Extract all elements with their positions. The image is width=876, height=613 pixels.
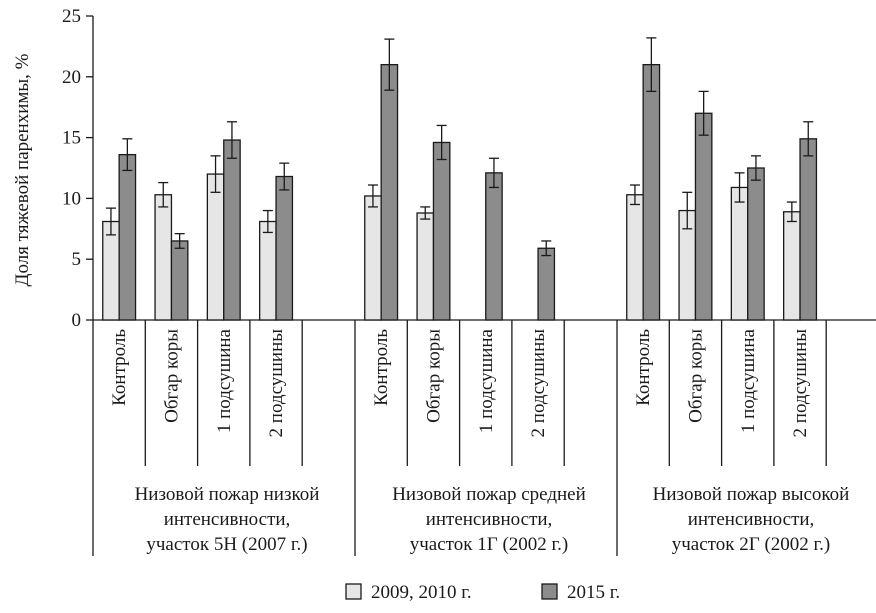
bar-2009-2010 <box>154 194 173 321</box>
group-label: интенсивности, <box>164 509 291 530</box>
bar-2009-2010 <box>206 173 225 321</box>
category-label: 2 подсушины <box>528 329 549 438</box>
legend-label: 2009, 2010 г. <box>371 582 472 603</box>
category-label: Обгар коры <box>423 329 444 423</box>
category-label: 1 подсушина <box>738 328 759 433</box>
error-bar <box>420 206 431 220</box>
legend-item: 2009, 2010 г. <box>345 582 472 603</box>
group-label: Низовой пожар средней <box>392 484 586 505</box>
y-tick-label: 20 <box>62 67 81 88</box>
error-bar <box>734 172 745 203</box>
y-tick-label: 10 <box>62 188 81 209</box>
error-bar <box>174 233 185 249</box>
error-bar <box>541 240 552 257</box>
category-label: Контроль <box>371 329 392 406</box>
bar-2015 <box>799 138 818 321</box>
legend-swatch <box>345 583 362 600</box>
error-bar <box>210 155 221 193</box>
bar-2015 <box>170 240 189 321</box>
legend: 2009, 2010 г. 2015 г. <box>345 582 620 603</box>
group-label: Низовой пожар низкой <box>135 484 320 505</box>
bar-2009-2010 <box>783 211 801 321</box>
bar-2015 <box>380 63 399 321</box>
error-bar <box>279 162 290 191</box>
y-tick-label: 15 <box>62 128 81 149</box>
plot-area: 0 5 10 15 20 25 Контроль Обгар коры 1 подсушина 2… <box>62 6 876 556</box>
error-bar <box>750 155 761 181</box>
group-label: Низовой пожар высокой <box>653 484 850 505</box>
group-label: участок 1Г (2002 г.) <box>410 534 569 555</box>
bar-2015 <box>642 63 661 321</box>
bar-2015 <box>432 141 451 321</box>
bar-2015 <box>537 247 556 321</box>
category-label: Обгар коры <box>685 329 706 423</box>
error-bar <box>226 121 237 159</box>
y-tick-label: 0 <box>72 310 82 331</box>
group-label: интенсивности, <box>688 509 815 530</box>
category-label: Контроль <box>109 329 130 406</box>
bar-2009-2010 <box>364 195 382 321</box>
bar-2009-2010 <box>258 220 277 321</box>
bar-2015 <box>223 139 241 321</box>
category-label: 1 подсушина <box>214 328 235 433</box>
error-bar <box>158 181 169 208</box>
error-bar <box>122 138 133 172</box>
bar-2015 <box>747 167 765 321</box>
error-bar <box>367 184 378 208</box>
error-bar <box>436 124 447 161</box>
legend-item: 2015 г. <box>541 582 620 603</box>
legend-swatch <box>541 583 558 600</box>
category-label: 2 подсушины <box>266 329 287 438</box>
error-bar <box>262 209 273 234</box>
y-tick-label: 5 <box>72 249 82 270</box>
y-tick-label: 25 <box>62 6 81 27</box>
legend-label: 2015 г. <box>567 582 620 603</box>
y-axis-label: Доля тяжевой паренхимы, % <box>12 53 33 286</box>
bar-2009-2010 <box>730 186 749 321</box>
bar-2009-2010 <box>626 194 644 321</box>
bar-2015 <box>275 175 294 321</box>
error-bar <box>698 90 709 136</box>
bar-2015 <box>694 112 713 321</box>
category-label: 2 подсушины <box>790 329 811 438</box>
bar-2009-2010 <box>102 220 120 321</box>
error-bar <box>786 201 797 223</box>
group-label: интенсивности, <box>426 509 553 530</box>
category-label: 1 подсушина <box>476 328 497 433</box>
error-bar <box>646 37 657 93</box>
category-label: Контроль <box>633 329 654 406</box>
group-label: участок 5Н (2007 г.) <box>146 534 307 555</box>
error-bar <box>629 184 640 206</box>
error-bar <box>105 207 116 236</box>
bar-2015 <box>118 153 137 321</box>
category-label: Обгар коры <box>161 329 182 423</box>
group-label: участок 2Г (2002 г.) <box>672 534 831 555</box>
error-bar <box>803 121 814 157</box>
error-bar <box>488 157 499 189</box>
error-bar <box>682 191 693 230</box>
bar-2009-2010 <box>416 212 435 321</box>
bar-2015 <box>485 172 503 321</box>
error-bar <box>384 38 395 91</box>
